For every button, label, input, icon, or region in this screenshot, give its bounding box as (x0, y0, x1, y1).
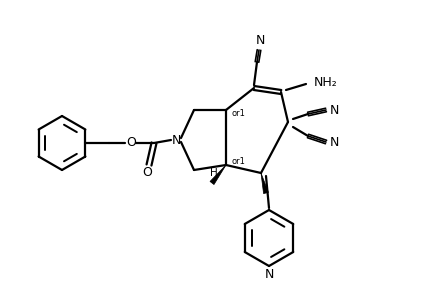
Text: O: O (126, 136, 136, 150)
Text: N: N (264, 268, 274, 282)
Text: N: N (329, 103, 339, 117)
Text: H: H (210, 168, 218, 178)
Text: or1: or1 (231, 158, 245, 167)
Text: N: N (255, 35, 265, 47)
Text: N: N (171, 134, 181, 147)
Polygon shape (261, 173, 268, 194)
Text: NH₂: NH₂ (314, 77, 338, 89)
Text: O: O (142, 165, 152, 179)
Text: N: N (329, 136, 339, 148)
Text: or1: or1 (231, 108, 245, 117)
Polygon shape (210, 165, 226, 184)
